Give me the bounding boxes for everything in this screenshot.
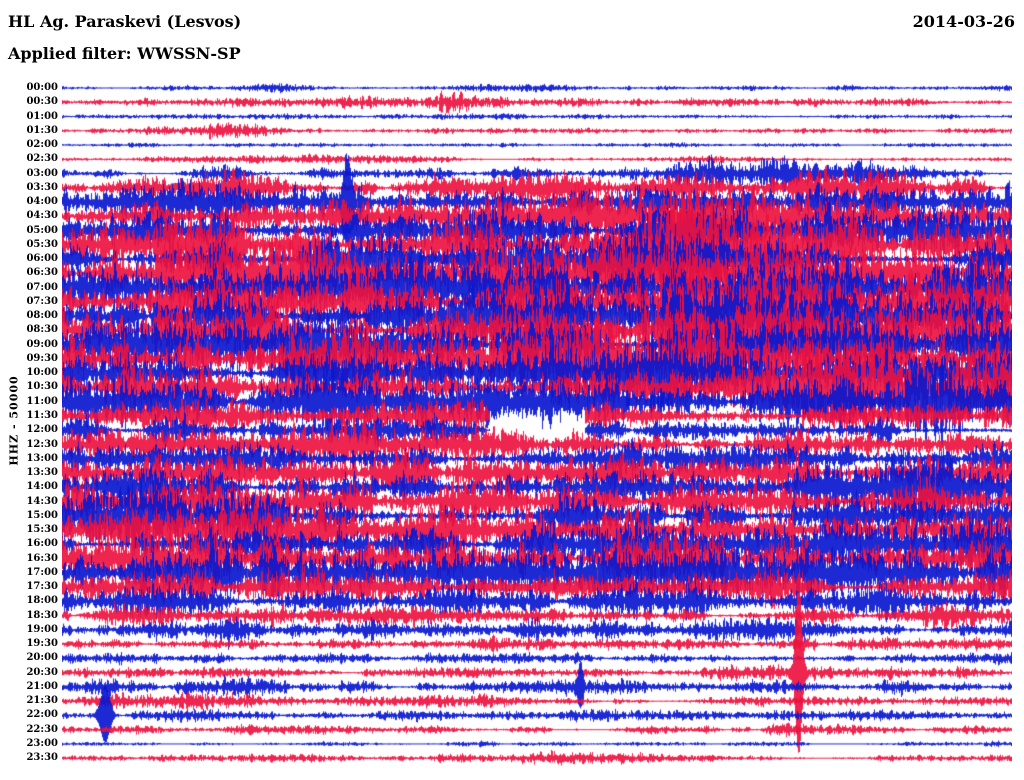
time-label: 21:00 xyxy=(26,680,58,692)
time-label: 14:30 xyxy=(26,495,58,507)
time-label: 04:30 xyxy=(26,210,58,222)
time-label: 19:00 xyxy=(26,623,58,635)
time-label: 06:30 xyxy=(26,267,58,279)
time-label: 10:00 xyxy=(26,367,58,379)
time-label: 03:30 xyxy=(26,181,58,193)
time-label: 03:00 xyxy=(26,167,58,179)
time-label: 15:30 xyxy=(26,524,58,536)
time-label: 12:30 xyxy=(26,438,58,450)
filter-label: Applied filter: WWSSN-SP xyxy=(8,44,241,63)
time-label: 07:00 xyxy=(26,281,58,293)
time-label: 00:00 xyxy=(26,82,58,93)
time-label: 04:00 xyxy=(26,196,58,208)
time-label: 07:30 xyxy=(26,295,58,307)
time-label: 11:00 xyxy=(26,395,58,407)
time-label: 13:30 xyxy=(26,467,58,479)
time-label: 09:00 xyxy=(26,338,58,350)
time-label: 16:00 xyxy=(26,538,58,550)
time-label: 02:00 xyxy=(26,139,58,151)
time-label: 02:30 xyxy=(26,153,58,165)
time-label: 20:30 xyxy=(26,666,58,678)
time-label: 01:00 xyxy=(26,110,58,122)
seismogram-canvas xyxy=(62,78,1012,778)
time-label: 23:00 xyxy=(26,737,58,749)
time-label: 05:00 xyxy=(26,224,58,236)
time-label: 18:30 xyxy=(26,609,58,621)
time-label: 17:30 xyxy=(26,581,58,593)
time-label: 21:30 xyxy=(26,695,58,707)
time-label: 08:30 xyxy=(26,324,58,336)
time-label: 15:00 xyxy=(26,509,58,521)
record-date: 2014-03-26 xyxy=(912,12,1015,31)
time-label: 09:30 xyxy=(26,352,58,364)
time-label: 16:30 xyxy=(26,552,58,564)
time-label: 10:30 xyxy=(26,381,58,393)
time-label: 13:00 xyxy=(26,452,58,464)
time-label: 05:30 xyxy=(26,238,58,250)
time-label: 01:30 xyxy=(26,124,58,136)
time-label: 20:00 xyxy=(26,652,58,664)
time-label: 12:00 xyxy=(26,424,58,436)
time-label: 22:30 xyxy=(26,723,58,735)
time-label: 14:00 xyxy=(26,481,58,493)
time-label: 00:30 xyxy=(26,96,58,108)
station-title: HL Ag. Paraskevi (Lesvos) xyxy=(8,12,242,31)
time-label: 11:30 xyxy=(26,409,58,421)
time-label: 17:00 xyxy=(26,566,58,578)
time-label: 23:30 xyxy=(26,752,58,764)
time-label: 08:00 xyxy=(26,310,58,322)
time-label: 22:00 xyxy=(26,709,58,721)
time-label: 06:00 xyxy=(26,253,58,265)
time-label: 18:00 xyxy=(26,595,58,607)
time-axis: 00:00 00:30 01:00 01:30 02:00 02:30 03:00 03:30… xyxy=(0,0,60,780)
time-label: 19:30 xyxy=(26,638,58,650)
